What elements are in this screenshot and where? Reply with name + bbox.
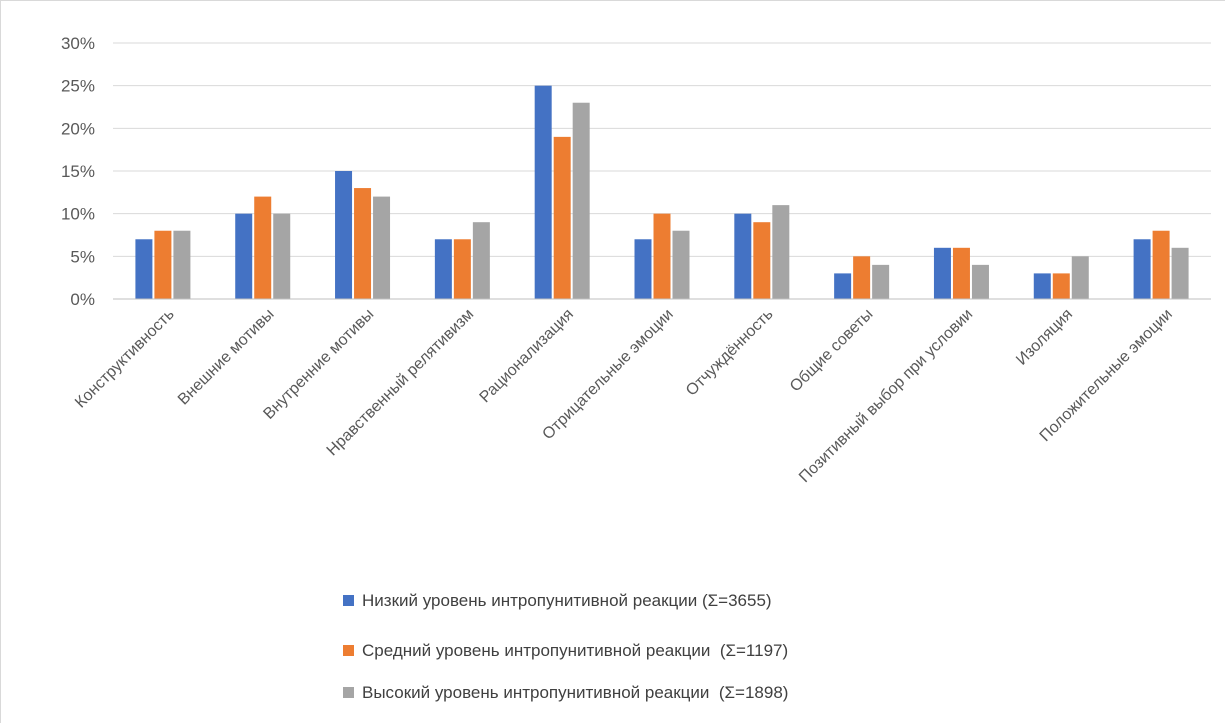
bar xyxy=(173,230,191,299)
x-tick-label: Позитивный выбор при условии xyxy=(796,306,976,486)
bar xyxy=(1171,247,1189,299)
bar xyxy=(335,171,353,299)
bar xyxy=(534,85,552,300)
y-tick-label: 0% xyxy=(70,290,95,309)
x-tick-label: Изоляция xyxy=(1013,306,1076,369)
bar xyxy=(273,213,291,299)
y-tick-label: 15% xyxy=(61,162,95,181)
bar xyxy=(753,222,771,299)
bar xyxy=(634,239,652,299)
legend-label: Средний уровень интропунитивной реакции … xyxy=(362,641,788,660)
bar xyxy=(1071,256,1089,299)
bar xyxy=(135,239,153,299)
bar xyxy=(653,213,671,299)
x-tick-label: Общие советы xyxy=(787,306,877,396)
bar xyxy=(553,136,571,299)
bar xyxy=(834,273,852,299)
bar xyxy=(354,188,372,299)
bar xyxy=(872,264,890,299)
bar xyxy=(772,205,790,299)
y-tick-label: 20% xyxy=(61,119,95,138)
x-tick-label: Конструктивность xyxy=(72,306,178,412)
bar xyxy=(1133,239,1151,299)
bar xyxy=(472,222,490,299)
legend: Низкий уровень интропунитивной реакции (… xyxy=(343,591,788,702)
legend-label: Низкий уровень интропунитивной реакции (… xyxy=(362,591,772,610)
y-tick-label: 10% xyxy=(61,205,95,224)
bar xyxy=(734,213,752,299)
bar xyxy=(672,230,690,299)
y-tick-label: 5% xyxy=(70,247,95,266)
x-tick-label: Отчуждённость xyxy=(683,306,777,400)
y-axis-ticks: 0% 5% 10% 15% 20% 25% 30% xyxy=(61,34,95,309)
bar xyxy=(235,213,253,299)
legend-label: Высокий уровень интропунитивной реакции … xyxy=(362,683,788,702)
y-tick-label: 30% xyxy=(61,34,95,53)
x-tick-label: Внутренние мотивы xyxy=(260,306,377,423)
bar xyxy=(373,196,391,299)
bar xyxy=(971,264,989,299)
bar xyxy=(933,247,951,299)
bar xyxy=(434,239,452,299)
bars xyxy=(135,85,1189,300)
y-tick-label: 25% xyxy=(61,77,95,96)
bar xyxy=(1152,230,1170,299)
legend-swatch xyxy=(343,595,354,606)
legend-swatch xyxy=(343,687,354,698)
bar xyxy=(1033,273,1051,299)
bar xyxy=(254,196,272,299)
bar xyxy=(1052,273,1070,299)
bar xyxy=(154,230,172,299)
x-tick-label: Внешние мотивы xyxy=(175,306,278,409)
bar xyxy=(952,247,970,299)
bar xyxy=(453,239,471,299)
bar xyxy=(572,102,590,299)
bar xyxy=(853,256,871,299)
x-tick-label: Рационализация xyxy=(477,306,577,406)
legend-swatch xyxy=(343,645,354,656)
